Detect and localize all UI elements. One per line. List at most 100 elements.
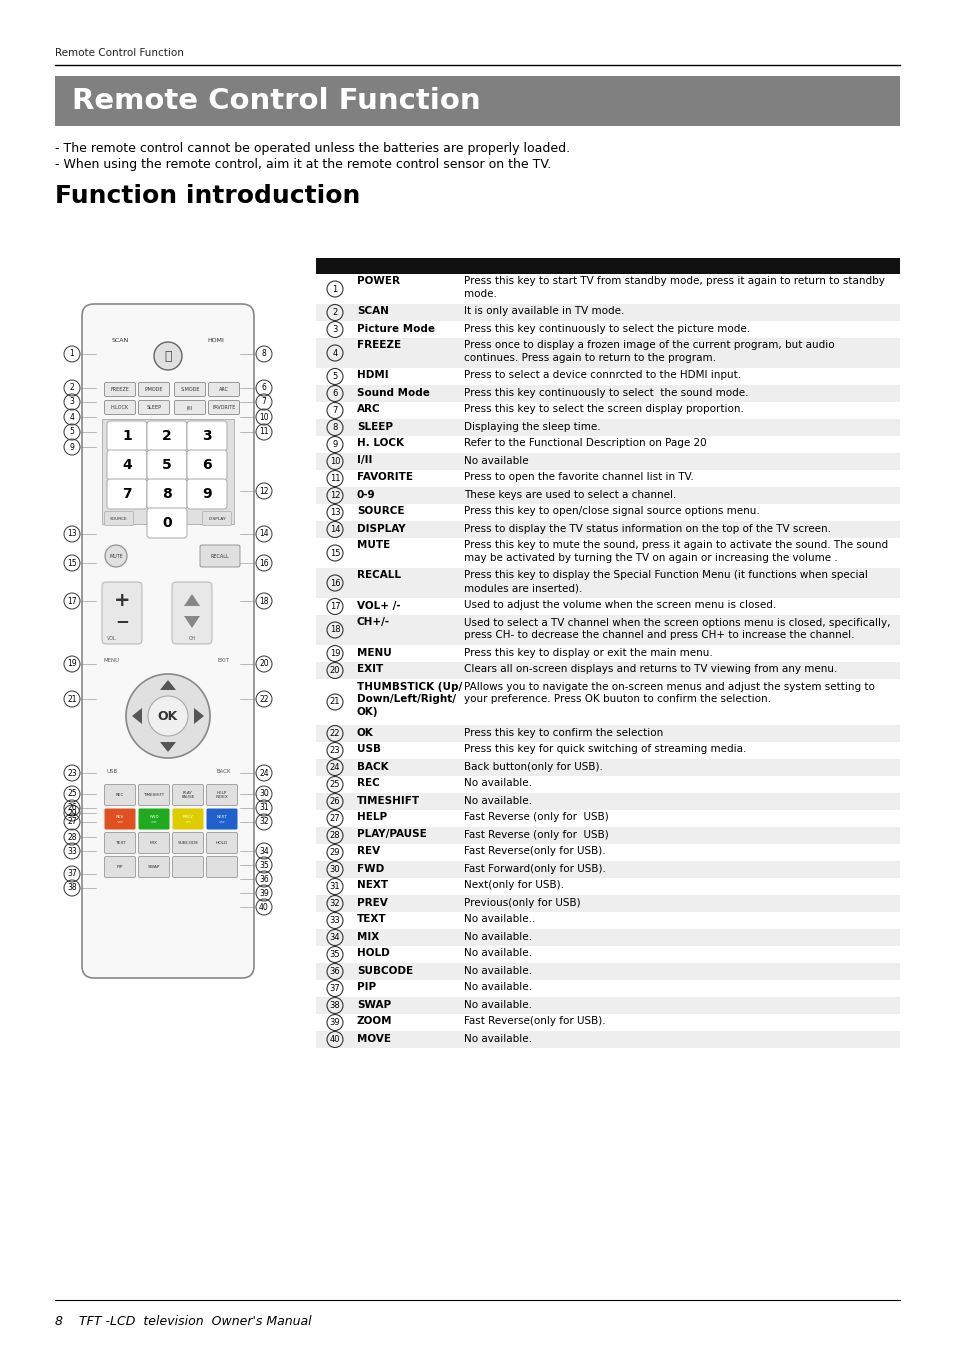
Polygon shape (184, 616, 200, 628)
Text: I/II: I/II (356, 456, 372, 465)
FancyBboxPatch shape (187, 450, 227, 480)
Circle shape (126, 674, 210, 758)
Text: SWAP: SWAP (148, 865, 160, 869)
Text: 14: 14 (330, 524, 340, 534)
Text: USB: USB (107, 768, 117, 774)
Text: No available.: No available. (463, 999, 532, 1010)
Text: DISPLAY: DISPLAY (356, 523, 405, 534)
Text: Fast Reverse(only for USB).: Fast Reverse(only for USB). (463, 1016, 605, 1026)
Text: −: − (115, 612, 129, 630)
Text: Previous(only for USB): Previous(only for USB) (463, 898, 580, 907)
FancyBboxPatch shape (315, 568, 899, 599)
Text: 38: 38 (330, 1002, 340, 1010)
Text: 1: 1 (122, 429, 132, 443)
Text: FREEZE: FREEZE (356, 341, 400, 350)
FancyBboxPatch shape (315, 487, 899, 504)
Text: 30: 30 (259, 790, 269, 798)
Text: 11: 11 (259, 427, 269, 437)
Text: SUBCODE: SUBCODE (356, 965, 413, 976)
FancyBboxPatch shape (315, 946, 899, 962)
FancyBboxPatch shape (138, 383, 170, 396)
FancyBboxPatch shape (82, 305, 253, 979)
Text: 17: 17 (330, 603, 340, 611)
Text: 17: 17 (67, 597, 77, 605)
Text: 19: 19 (330, 648, 340, 658)
Text: MUTE: MUTE (356, 541, 390, 550)
Text: FWD: FWD (356, 864, 384, 874)
FancyBboxPatch shape (315, 861, 899, 878)
FancyBboxPatch shape (105, 511, 133, 526)
FancyBboxPatch shape (315, 644, 899, 662)
FancyBboxPatch shape (138, 833, 170, 853)
FancyBboxPatch shape (138, 785, 170, 806)
FancyBboxPatch shape (107, 450, 147, 480)
FancyBboxPatch shape (172, 582, 212, 644)
Text: BACK: BACK (356, 762, 388, 771)
Text: 13: 13 (67, 530, 77, 538)
Text: Press this key to display or exit the main menu.: Press this key to display or exit the ma… (463, 647, 712, 658)
FancyBboxPatch shape (315, 929, 899, 946)
Text: 38: 38 (67, 883, 77, 892)
FancyBboxPatch shape (315, 338, 899, 368)
FancyBboxPatch shape (315, 504, 899, 520)
Text: 20: 20 (259, 659, 269, 669)
FancyBboxPatch shape (315, 998, 899, 1014)
Text: HELP: HELP (356, 813, 387, 822)
FancyBboxPatch shape (172, 833, 203, 853)
FancyBboxPatch shape (315, 538, 899, 568)
FancyBboxPatch shape (147, 508, 187, 538)
Text: P.MODE: P.MODE (145, 387, 163, 392)
FancyBboxPatch shape (315, 962, 899, 980)
FancyBboxPatch shape (147, 421, 187, 452)
Text: MENU: MENU (356, 647, 392, 658)
FancyBboxPatch shape (315, 1031, 899, 1047)
FancyBboxPatch shape (105, 856, 135, 878)
Text: SOURCE: SOURCE (356, 507, 404, 516)
Text: 12: 12 (330, 491, 340, 500)
Text: I/II: I/II (187, 404, 193, 410)
FancyBboxPatch shape (55, 75, 899, 125)
Text: No available..: No available.. (463, 914, 535, 925)
FancyBboxPatch shape (138, 400, 170, 414)
Text: 20: 20 (330, 666, 340, 675)
Text: Press this key to start TV from standby mode, press it again to return to standb: Press this key to start TV from standby … (463, 276, 884, 299)
Text: 23: 23 (330, 745, 340, 755)
Text: These keys are used to select a channel.: These keys are used to select a channel. (463, 489, 676, 500)
Text: Press this key to mute the sound, press it again to activate the sound. The soun: Press this key to mute the sound, press … (463, 541, 887, 563)
Text: OK: OK (356, 728, 374, 737)
Text: ARC: ARC (219, 387, 229, 392)
Text: Press once to display a frozen image of the current program, but audio
continues: Press once to display a frozen image of … (463, 341, 834, 364)
Text: RECALL: RECALL (211, 554, 229, 558)
Text: 21: 21 (330, 697, 340, 706)
Text: Press to display the TV status information on the top of the TV screen.: Press to display the TV status informati… (463, 523, 830, 534)
Text: Function introduction: Function introduction (55, 183, 360, 208)
FancyBboxPatch shape (315, 828, 899, 844)
FancyBboxPatch shape (187, 421, 227, 452)
FancyBboxPatch shape (172, 785, 203, 806)
FancyBboxPatch shape (172, 856, 203, 878)
Text: 0-9: 0-9 (356, 489, 375, 500)
FancyBboxPatch shape (206, 785, 237, 806)
Text: 9: 9 (202, 487, 212, 501)
Text: 0: 0 (162, 516, 172, 530)
FancyBboxPatch shape (315, 913, 899, 929)
Text: 21: 21 (67, 694, 76, 704)
Text: Back button(only for USB).: Back button(only for USB). (463, 762, 602, 771)
Text: 22: 22 (259, 694, 269, 704)
Text: PIP: PIP (356, 983, 375, 992)
Circle shape (148, 696, 188, 736)
FancyBboxPatch shape (315, 257, 899, 274)
Text: 26: 26 (67, 803, 77, 813)
Text: 26: 26 (330, 797, 340, 806)
Text: 22: 22 (330, 729, 340, 737)
FancyBboxPatch shape (315, 759, 899, 776)
FancyBboxPatch shape (315, 435, 899, 453)
Text: 34: 34 (330, 933, 340, 942)
FancyBboxPatch shape (174, 383, 205, 396)
Text: PAllows you to navigate the on-screen menus and adjust the system setting to
you: PAllows you to navigate the on-screen me… (463, 682, 874, 704)
Text: 24: 24 (259, 768, 269, 778)
Text: Remote Control Function: Remote Control Function (55, 49, 184, 58)
Text: Press this key for quick switching of streaming media.: Press this key for quick switching of st… (463, 744, 745, 755)
Text: 3: 3 (70, 398, 74, 407)
FancyBboxPatch shape (315, 453, 899, 470)
